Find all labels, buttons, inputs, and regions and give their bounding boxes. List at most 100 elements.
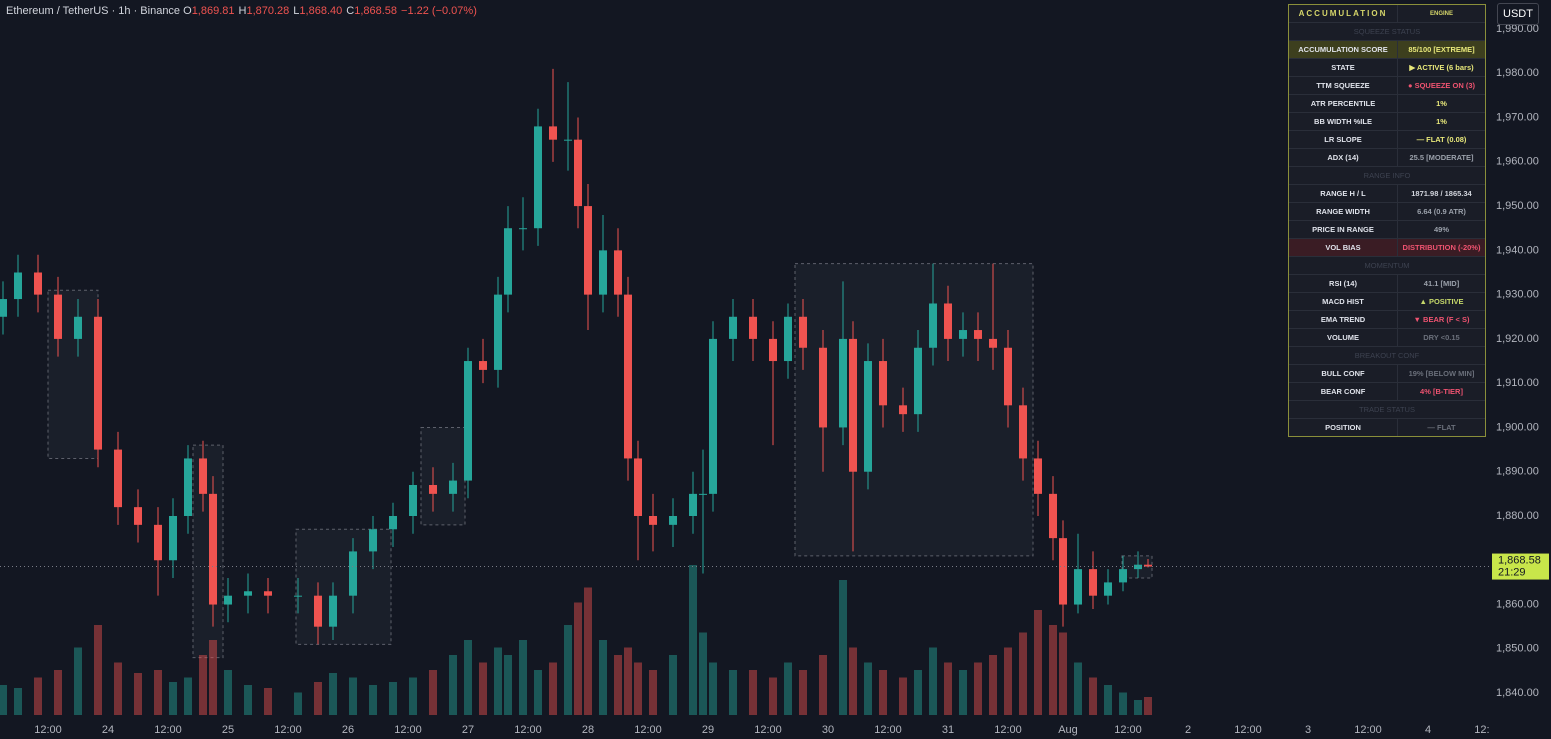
panel-label: LR SLOPE <box>1289 131 1398 148</box>
candle-body <box>1074 569 1082 605</box>
volume-bar <box>154 670 162 715</box>
panel-value: ▼ BEAR (F < S) <box>1413 315 1470 324</box>
candle-body <box>769 338 777 362</box>
volume-bar <box>479 662 487 715</box>
volume-bar <box>244 685 252 715</box>
volume-bar <box>314 682 322 715</box>
candle-body <box>849 338 857 472</box>
x-tick-label: Aug <box>1058 724 1078 736</box>
volume-bar <box>1034 610 1042 715</box>
candle-body <box>464 361 472 481</box>
volume-bar <box>799 670 807 715</box>
panel-value: ▲ POSITIVE <box>1419 297 1464 306</box>
volume-bar <box>74 647 82 715</box>
panel-label: VOL BIAS <box>1289 239 1398 256</box>
volume-bar <box>839 580 847 715</box>
panel-row: MOMENTUM <box>1289 256 1485 274</box>
panel-row: LR SLOPE — FLAT (0.08) <box>1289 130 1485 148</box>
candle-body <box>959 330 967 339</box>
volume-bar <box>959 670 967 715</box>
y-tick-label: 1,910.00 <box>1496 377 1539 389</box>
volume-bar <box>1119 692 1127 715</box>
panel-value: ● SQUEEZE ON (3) <box>1407 81 1476 90</box>
volume-bar <box>699 632 707 715</box>
panel-row: TTM SQUEEZE ● SQUEEZE ON (3) <box>1289 76 1485 94</box>
currency-button[interactable]: USDT <box>1497 3 1539 25</box>
panel-label: BEAR CONF <box>1289 383 1398 400</box>
panel-label: TTM SQUEEZE <box>1289 77 1398 94</box>
panel-row: PRICE IN RANGE 49% <box>1289 220 1485 238</box>
candle-body <box>1004 347 1012 406</box>
candle-body <box>974 330 982 339</box>
candle-body <box>729 316 737 339</box>
panel-title: ACCUMULATION <box>1289 5 1398 22</box>
panel-row: ATR PERCENTILE 1% <box>1289 94 1485 112</box>
candle-body <box>449 480 457 494</box>
panel-row: RANGE INFO <box>1289 166 1485 184</box>
candle-body <box>864 361 872 472</box>
panel-row: VOL BIAS DISTRIBUTION (-20%) <box>1289 238 1485 256</box>
zone <box>192 444 224 659</box>
ohlc-label: L <box>293 5 300 17</box>
panel-label: RANGE WIDTH <box>1289 203 1398 220</box>
volume-bar <box>929 647 937 715</box>
candle-body <box>504 228 512 295</box>
y-tick-label: 1,930.00 <box>1496 289 1539 301</box>
candle-body <box>389 515 397 530</box>
volume-bar <box>184 677 192 715</box>
panel-value: 25.5 [MODERATE] <box>1409 153 1474 162</box>
symbol-header: Ethereum / TetherUS · 1h · Binance O1,86… <box>6 5 481 17</box>
volume-bar <box>534 670 542 715</box>
panel-row: RANGE WIDTH 6.64 (0.9 ATR) <box>1289 202 1485 220</box>
candle-body <box>879 361 887 406</box>
volume-bar <box>689 565 697 715</box>
candle-body <box>1104 582 1112 596</box>
candle-body <box>634 458 642 516</box>
panel-value: 1871.98 / 1865.34 <box>1411 189 1472 198</box>
volume-bar <box>864 662 872 715</box>
panel-row: ADX (14) 25.5 [MODERATE] <box>1289 148 1485 166</box>
volume-bar <box>329 673 337 715</box>
candle-body <box>34 272 42 295</box>
volume-bar <box>784 662 792 715</box>
x-tick-label: 28 <box>582 724 594 736</box>
volume-bar <box>669 655 677 715</box>
indicator-panel: ACCUMULATION ENGINE SQUEEZE STATUS ACCUMUL… <box>1288 4 1486 437</box>
candle-body <box>14 272 22 300</box>
x-tick-label: 12:00 <box>1354 724 1382 736</box>
panel-row: RSI (14) 41.1 [MID] <box>1289 274 1485 292</box>
candle-body <box>1144 564 1152 567</box>
candle-body <box>314 595 322 627</box>
panel-value: 19% [BELOW MIN] <box>1408 369 1475 378</box>
candle-body <box>689 493 697 516</box>
volume-bar <box>494 647 502 715</box>
volume-bar <box>614 655 622 715</box>
candle-body <box>839 338 847 428</box>
volume-bar <box>899 677 907 715</box>
volume-bar <box>819 655 827 715</box>
y-tick-label: 1,920.00 <box>1496 333 1539 345</box>
panel-row: BREAKOUT CONF <box>1289 346 1485 364</box>
y-tick-label: 1,840.00 <box>1496 687 1539 699</box>
panel-row: POSITION — FLAT <box>1289 418 1485 436</box>
panel-row: TRADE STATUS <box>1289 400 1485 418</box>
volume-bar <box>749 670 757 715</box>
candle-body <box>699 493 707 495</box>
candle-body <box>929 303 937 348</box>
volume-bar <box>849 647 857 715</box>
panel-value: 41.1 [MID] <box>1423 279 1460 288</box>
volume-bar <box>209 640 217 715</box>
ohlc-value: 1,868.40 <box>299 5 343 17</box>
panel-row: BULL CONF 19% [BELOW MIN] <box>1289 364 1485 382</box>
candle-body <box>294 595 302 597</box>
y-tick-label: 1,980.00 <box>1496 67 1539 79</box>
panel-label: RANGE H / L <box>1289 185 1398 202</box>
volume-bar <box>449 655 457 715</box>
candle-body <box>614 250 622 295</box>
panel-label: EMA TREND <box>1289 311 1398 328</box>
panel-value: 1% <box>1436 99 1447 108</box>
candle-body <box>944 303 952 339</box>
candle-body <box>799 316 807 348</box>
candle-body <box>494 294 502 370</box>
